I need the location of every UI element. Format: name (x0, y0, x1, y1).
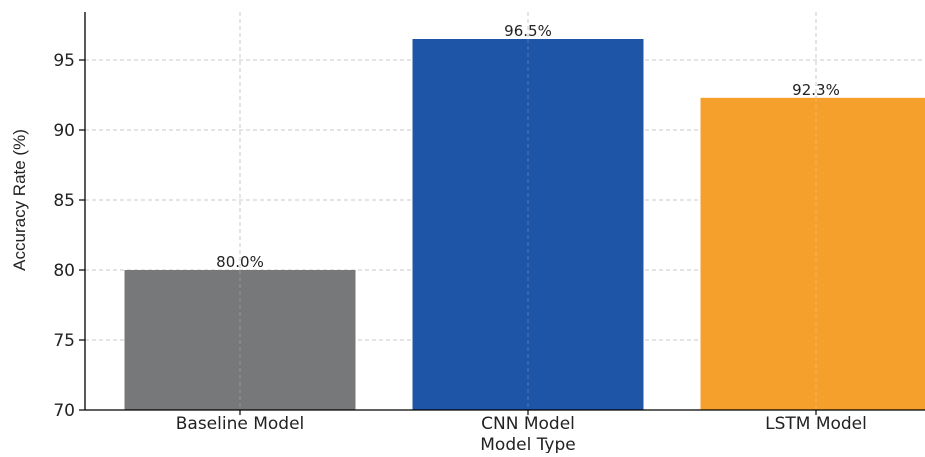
x-tick-label: CNN Model (481, 414, 575, 434)
bar-value-label: 96.5% (504, 22, 552, 40)
bar-lstm-model (701, 98, 925, 410)
bar-value-label: 92.3% (792, 81, 840, 99)
y-tick-label: 70 (53, 401, 75, 421)
x-tick-label: Baseline Model (176, 414, 305, 434)
y-axis-title: Accuracy Rate (%) (10, 129, 29, 271)
x-axis-title: Model Type (480, 435, 576, 453)
y-tick-label: 95 (53, 51, 75, 71)
bar-value-label: 80.0% (216, 253, 264, 271)
y-tick-label: 85 (53, 191, 75, 211)
y-tick-label: 75 (53, 331, 75, 351)
y-tick-label: 80 (53, 261, 75, 281)
x-tick-label: LSTM Model (765, 414, 867, 434)
y-tick-label: 90 (53, 121, 75, 141)
